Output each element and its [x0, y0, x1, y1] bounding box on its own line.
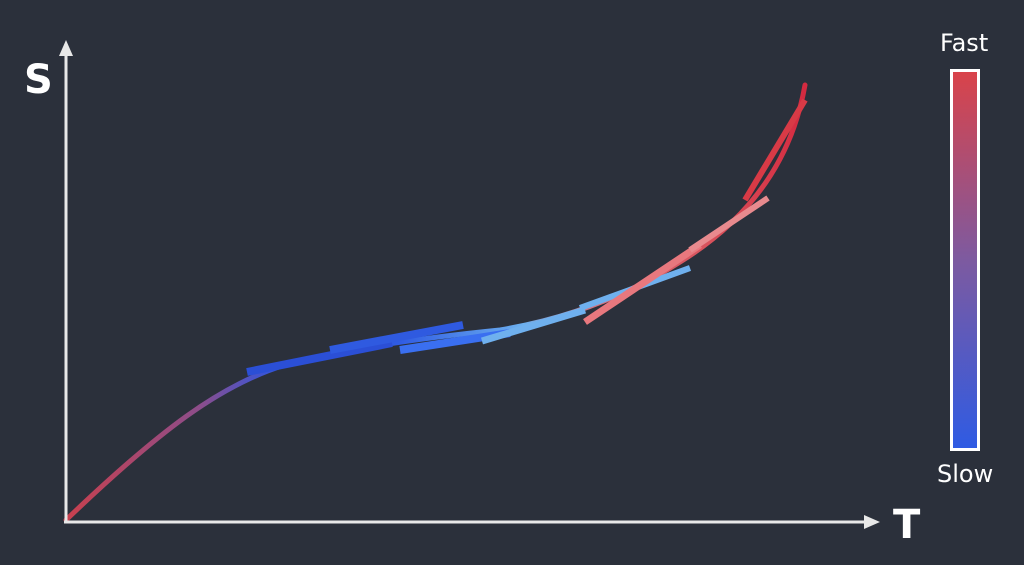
speed-colorbar [950, 69, 980, 451]
tangent-line-fast-top [742, 98, 808, 202]
y-axis-arrowhead [59, 40, 73, 56]
tangent-line-slow-center [329, 321, 464, 354]
x-axis-arrowhead [864, 515, 880, 529]
tangent-line-slow-left [246, 339, 393, 376]
tangent-line-light-blue-left [480, 306, 587, 345]
legend-slow-label: Slow [937, 460, 994, 488]
tangent-line-pink [583, 242, 702, 325]
s-t-curve [63, 82, 808, 523]
x-axis-label: T [893, 502, 921, 548]
legend-fast-label: Fast [940, 29, 989, 57]
y-axis-label: S [24, 57, 53, 103]
tangent-line-fast-upper [688, 195, 770, 253]
